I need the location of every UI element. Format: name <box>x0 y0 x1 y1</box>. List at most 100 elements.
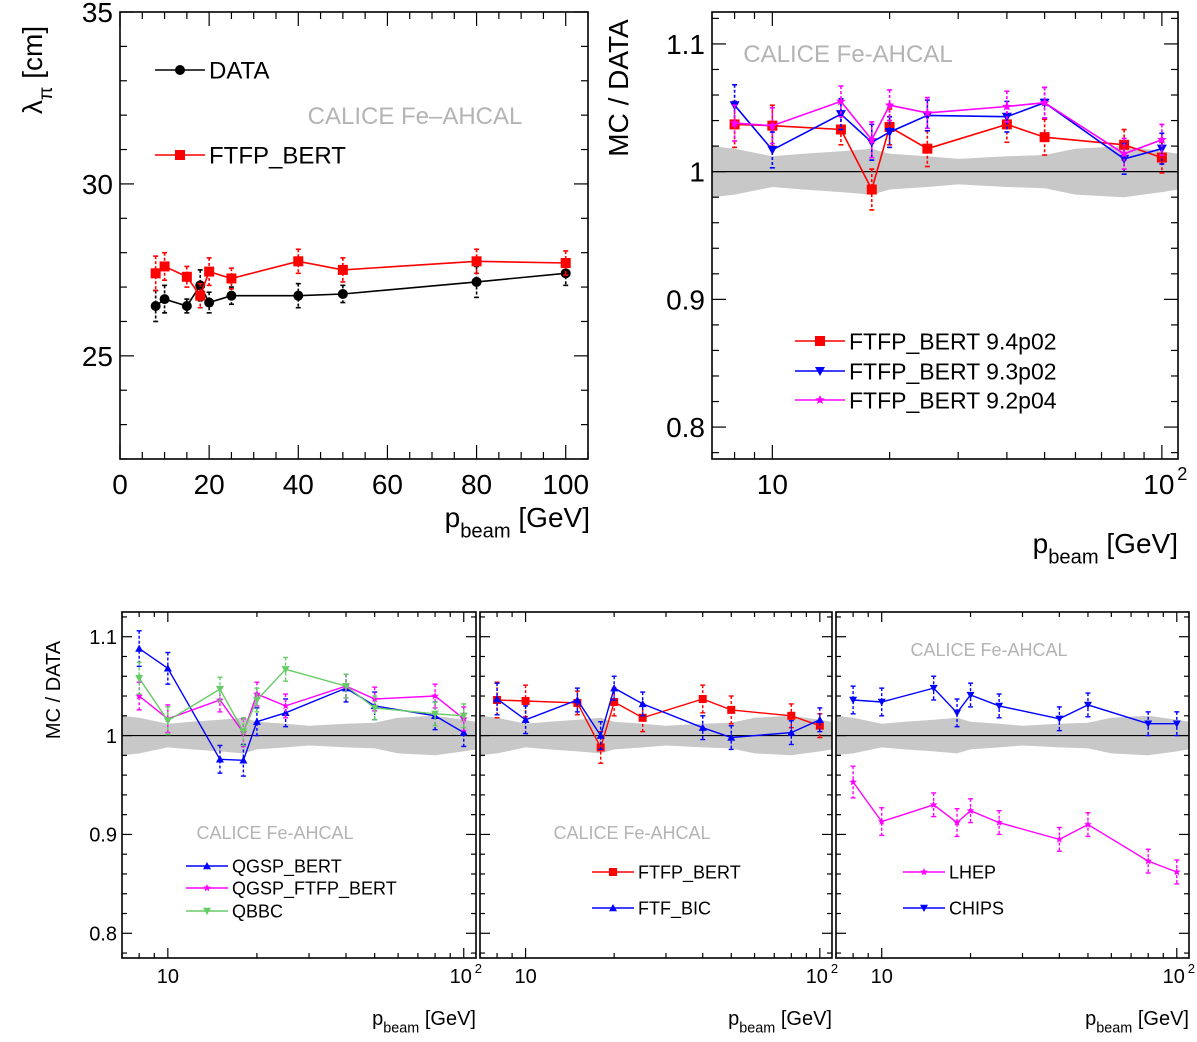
data-point <box>727 705 736 714</box>
series-line <box>138 668 464 734</box>
series-line <box>497 698 821 750</box>
data-point <box>966 806 975 814</box>
data-point <box>815 715 824 723</box>
data-point <box>1039 97 1050 107</box>
data-point <box>204 297 215 308</box>
data-point <box>835 110 846 120</box>
watermark-text: CALICE Fe-AHCAL <box>910 640 1067 660</box>
data-point <box>560 258 571 269</box>
data-point <box>638 713 647 722</box>
x-axis-ticks <box>121 612 465 958</box>
data-point <box>195 290 206 301</box>
plot-frame <box>835 611 1190 959</box>
x-tick-label: 10 <box>1143 469 1174 500</box>
data-point <box>698 694 707 703</box>
legend: LHEP CHIPS <box>903 862 1004 918</box>
data-point <box>493 694 502 703</box>
y-tick-label: 0.9 <box>89 825 117 847</box>
data-point <box>922 111 933 121</box>
series-line <box>734 123 1163 192</box>
data-point <box>953 818 961 826</box>
series-ftfp-bert-9-2p04 <box>729 85 1167 170</box>
y-axis-ticks <box>836 616 1189 954</box>
series-line <box>852 781 1178 873</box>
legend-marker <box>203 884 211 892</box>
data-point <box>431 692 439 700</box>
data-point <box>521 696 530 705</box>
x-tick-label: 10 <box>450 966 472 988</box>
data-point <box>150 300 161 311</box>
data-point <box>953 709 962 717</box>
series-line <box>853 687 1177 725</box>
data-point <box>1172 720 1181 728</box>
data-point <box>849 696 858 704</box>
data-point <box>293 290 304 301</box>
data-point <box>239 756 248 764</box>
panel-p1: CALICE Fe–AHCAL 0 20 40 60 80 100 25 30 35 pbeam [… <box>17 0 590 543</box>
data-point <box>293 256 304 267</box>
y-tick-label: 25 <box>82 341 113 372</box>
x-tick-label-exponent: 2 <box>475 961 482 976</box>
legend-marker <box>920 868 928 876</box>
data-point <box>281 701 290 710</box>
legend: FTFP_BERT 9.4p02 FTFP_BERT 9.3p02 FTFP_BER… <box>795 328 1057 413</box>
series-line <box>138 685 465 735</box>
legend-label: DATA <box>209 58 269 85</box>
data-point <box>995 702 1004 710</box>
data-point <box>884 128 895 138</box>
legend-marker <box>175 150 185 160</box>
y-tick-label: 0.8 <box>666 412 705 443</box>
data-point <box>610 684 619 692</box>
legend-marker <box>203 862 211 870</box>
x-tick-label: 20 <box>194 469 225 500</box>
x-tick-label: 10 <box>514 966 536 988</box>
data-point <box>1157 134 1167 144</box>
data-point <box>337 264 348 275</box>
y-tick-label: 30 <box>82 169 113 200</box>
data-point <box>929 684 938 693</box>
legend: FTFP_BERT FTF_BIC <box>592 862 741 919</box>
data-point <box>215 755 224 763</box>
data-point <box>226 273 237 284</box>
watermark-text: CALICE Fe-AHCAL <box>743 41 952 68</box>
plot-frame <box>479 611 833 959</box>
data-point <box>787 711 796 720</box>
legend-label: QBBC <box>232 901 283 921</box>
data-point <box>135 692 143 700</box>
data-point <box>849 778 857 786</box>
y-axis-ticks <box>480 616 832 954</box>
data-point <box>610 697 619 706</box>
x-tick-label: 10 <box>157 966 179 988</box>
y-axis-label: λπ [cm] <box>17 26 57 114</box>
data-point <box>929 800 938 809</box>
y-tick-label: 1 <box>106 726 117 748</box>
data-point <box>1002 101 1012 111</box>
series-line <box>734 100 1163 155</box>
x-tick-label: 100 <box>542 469 589 500</box>
data-point <box>431 710 440 718</box>
legend-label: QGSP_BERT <box>232 856 342 877</box>
y-tick-label: 1.1 <box>89 627 117 649</box>
data-point <box>521 715 530 723</box>
x-tick-label-exponent: 2 <box>1177 464 1187 484</box>
x-axis-label: pbeam [GeV] <box>1085 1008 1189 1037</box>
legend-label: FTFP_BERT <box>209 143 346 170</box>
y-tick-label: 1.1 <box>666 29 705 60</box>
data-point <box>1172 867 1181 876</box>
data-point <box>596 731 605 739</box>
x-tick-label: 10 <box>806 966 828 988</box>
legend-label: FTFP_BERT 9.2p04 <box>849 387 1057 413</box>
data-point <box>922 143 933 154</box>
series-line <box>155 272 566 307</box>
x-tick-label-exponent: 2 <box>1188 961 1195 976</box>
data-point <box>1144 720 1153 728</box>
x-tick-label: 60 <box>372 469 403 500</box>
data-point <box>729 118 740 128</box>
data-point <box>159 261 170 272</box>
legend-marker <box>815 395 825 405</box>
data-point <box>698 723 707 731</box>
data-point <box>471 256 482 267</box>
